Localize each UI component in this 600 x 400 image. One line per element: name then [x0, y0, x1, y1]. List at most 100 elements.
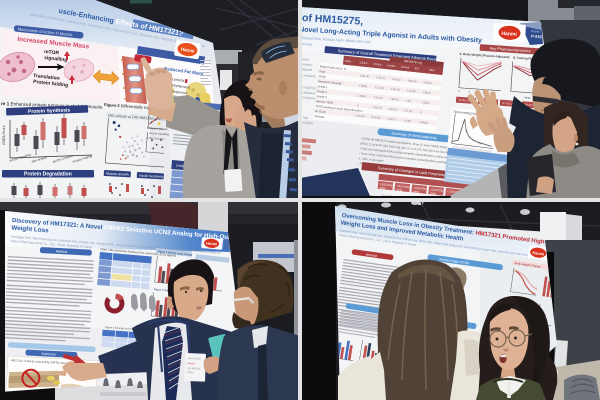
svg-text:1.0-8.0: 1.0-8.0	[359, 60, 368, 65]
svg-text:1 (3): 1 (3)	[405, 98, 411, 103]
svg-text:Week: Week	[524, 96, 531, 99]
svg-text:Grade 1: Grade 1	[317, 84, 328, 89]
svg-text:7.4 (8): 7.4 (8)	[403, 118, 411, 123]
svg-text:SEM: SEM	[430, 191, 436, 196]
svg-text:P-210: P-210	[531, 34, 543, 40]
svg-text:6.0-8.0: 6.0-8.0	[401, 65, 410, 70]
svg-text:LS(16.0%)/: LS(16.0%)/	[414, 186, 428, 191]
svg-text:Lipolysis █: Lipolysis █	[172, 77, 189, 83]
svg-text:tandpoint: tandpoint	[300, 67, 313, 72]
svg-text:1.85 (4): 1.85 (4)	[360, 73, 369, 78]
svg-text:0.5 (2): 0.5 (2)	[404, 108, 412, 113]
svg-text:Protein Degradation: Protein Degradation	[24, 172, 72, 178]
svg-text:-22.05 (9): -22.05 (9)	[381, 193, 393, 198]
svg-text:A. Body Weight (Placebo-Adjust: A. Body Weight (Placebo-Adjusted)	[459, 52, 509, 59]
svg-text:6.30 (7): 6.30 (7)	[387, 117, 396, 122]
svg-text:SEM: SEM	[413, 190, 419, 195]
svg-text:LS(16.0%)/: LS(16.0%)/	[397, 184, 411, 189]
svg-text:Muscle Image of DIO: Muscle Image of DIO	[439, 257, 470, 265]
svg-text:3.15 (6): 3.15 (6)	[375, 85, 384, 90]
svg-text:2.0-8.0: 2.0-8.0	[373, 62, 382, 67]
svg-text:7.25 (7): 7.25 (7)	[376, 75, 385, 80]
svg-text:5275 has: 5275 has	[300, 115, 309, 120]
svg-text:Hanmi: Hanmi	[188, 362, 195, 365]
svg-text:● Mito function: ● Mito function	[146, 136, 165, 141]
svg-text:Hanmi: Hanmi	[532, 251, 544, 257]
svg-text:1.85(7): 1.85(7)	[422, 90, 431, 95]
svg-text:GI TEAE: GI TEAE	[315, 109, 326, 114]
svg-text:Insulin Sensitivity: Insulin Sensitivity	[139, 174, 164, 179]
svg-text:Total: Total	[429, 68, 435, 73]
svg-text:mTOR Signaling: mTOR Signaling	[9, 152, 31, 163]
svg-text:of HM15275,: of HM15275,	[302, 12, 364, 28]
svg-text:rgy remains: rgy remains	[300, 73, 316, 78]
svg-text:Grade 2: Grade 2	[317, 89, 328, 94]
svg-text:0: 0	[459, 90, 461, 93]
svg-text:Hanmi: Hanmi	[181, 47, 195, 54]
svg-text:SEM: SEM	[379, 186, 385, 191]
svg-text:DIO vehicle vs DIO HM17321 (WD: DIO vehicle vs DIO HM17321 (WD sortng)	[108, 114, 176, 123]
svg-text:Mechanism of Action in Muscle: Mechanism of Action in Muscle	[18, 26, 74, 37]
svg-text:, Sihyeon Kim, Purison Nam, Mo: , Sihyeon Kim, Purison Nam, Mooio Hee Le…	[300, 36, 372, 44]
svg-text:PBO: PBO	[345, 59, 351, 64]
svg-text:8.20 (9): 8.20 (9)	[371, 115, 380, 120]
svg-text:Table 1 Bio-selectivity bindi: Table 1 Bio-selectivity binding of the n…	[100, 247, 176, 258]
svg-text:4.0-8.0: 4.0-8.0	[387, 63, 396, 68]
svg-text:Grade 3: Grade 3	[316, 94, 327, 99]
svg-text:2.30 (4): 2.30 (4)	[391, 87, 400, 92]
svg-text:1.15 (6): 1.15 (6)	[406, 88, 415, 93]
svg-text:1.35 (4): 1.35 (4)	[392, 77, 401, 82]
svg-text:Weight Loss: Weight Loss	[11, 224, 49, 234]
svg-text:3.60 (4): 3.60 (4)	[407, 78, 416, 83]
svg-text:TEAE leading to study disconti: TEAE leading to study discontinuation	[315, 104, 363, 113]
svg-text:fferent: fferent	[300, 57, 309, 62]
svg-text:signalling: signalling	[44, 55, 68, 63]
svg-text:Summary: Summary	[41, 352, 56, 357]
svg-text:HM17321, A Novel Long-acting C: HM17321, A Novel Long-acting CRFR2 Selec…	[11, 358, 90, 366]
svg-text:2.15 (3): 2.15 (3)	[374, 95, 383, 100]
svg-text:Method: Method	[56, 249, 68, 254]
svg-text:of Korea: of Korea	[300, 42, 312, 47]
svg-text:GSEA Score: GSEA Score	[2, 125, 6, 145]
svg-text:0.60 (2): 0.60 (2)	[388, 107, 397, 112]
svg-text:with balanced: with balanced	[300, 90, 317, 96]
svg-text:Abstract: Abstract	[365, 252, 377, 258]
svg-text:Lipogenesis: Lipogenesis	[170, 89, 188, 95]
svg-text:1.35(3): 1.35(3)	[421, 100, 430, 105]
svg-text:0: 0	[357, 103, 359, 107]
svg-text:1.30 (2): 1.30 (2)	[389, 97, 398, 102]
svg-text:S6K Activity: S6K Activity	[31, 155, 48, 164]
svg-text:eEF2F Complex: eEF2F Complex	[52, 153, 74, 164]
svg-text:AACR 2025: AACR 2025	[188, 357, 201, 360]
svg-text:Summary of Immunogenicity: Summary of Immunogenicity	[391, 131, 437, 140]
svg-text:-12.5±1.2%: -12.5±1.2%	[458, 98, 472, 103]
svg-text:LS(16.0%)/: LS(16.0%)/	[431, 187, 445, 192]
svg-text:Muscle Growth: Muscle Growth	[106, 172, 129, 177]
svg-text:LS(16.0%)/: LS(16.0%)/	[447, 189, 461, 194]
svg-text:Hanmi: Hanmi	[206, 241, 217, 246]
svg-text:Translation: Translation	[33, 73, 60, 82]
svg-text:PARK: PARK	[187, 371, 194, 374]
svg-text:4: 4	[469, 90, 471, 93]
svg-text:SEUNGJAE: SEUNGJAE	[187, 367, 200, 370]
svg-text:Protein folding: Protein folding	[33, 79, 69, 89]
svg-text:SEM: SEM	[396, 188, 402, 193]
svg-text:Key Pharmacodynamics: Key Pharmacodynamics	[490, 47, 531, 54]
svg-text:Protein Synthesis: Protein Synthesis	[28, 108, 71, 115]
svg-text:TEAE: TEAE	[318, 74, 326, 79]
svg-text:Serious TEAE: Serious TEAE	[316, 99, 334, 105]
svg-text:Poster: Poster	[531, 29, 540, 34]
svg-text:5.45 (6): 5.45 (6)	[356, 113, 365, 118]
svg-text:Subject with any n, %: Subject with any n, %	[319, 64, 347, 71]
svg-text:mTOR: mTOR	[44, 49, 60, 57]
svg-text:-18.2±1.4%: -18.2±1.4%	[524, 102, 538, 107]
svg-text:Hanmi Pharmaceutical Co., Ltd.: Hanmi Pharmaceutical Co., Ltd., Seoul, R…	[10, 239, 92, 249]
svg-text:Reduced Fat Mass: Reduced Fat Mass	[164, 66, 204, 77]
svg-text:Nausea: Nausea	[314, 114, 324, 119]
svg-text:HM15275 mg: HM15275 mg	[403, 59, 422, 65]
svg-text:mof /UQP/GCG: mof /UQP/GCG	[300, 85, 320, 91]
svg-text:2.35(4): 2.35(4)	[359, 83, 368, 88]
svg-text:0.50(4): 0.50(4)	[423, 80, 432, 85]
svg-text:Serum HM15275 concentration: Serum HM15275 concentration	[453, 109, 495, 118]
svg-text:Body Weight Change: Body Weight Change	[514, 261, 541, 269]
